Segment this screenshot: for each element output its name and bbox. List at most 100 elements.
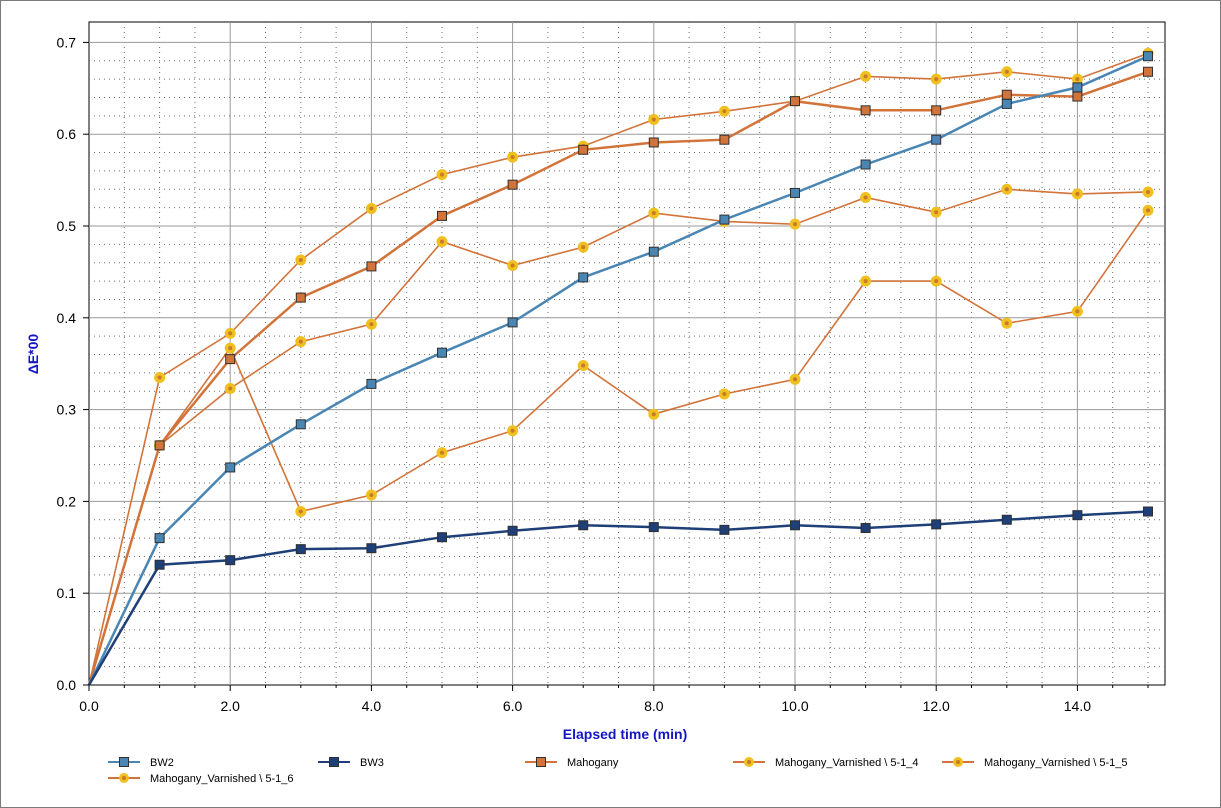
plot-area (88, 21, 1166, 686)
data-point-center (228, 386, 233, 391)
series-line (88, 52, 1149, 686)
data-point (295, 292, 306, 303)
data-point-center (581, 363, 586, 368)
series-5 (88, 204, 1154, 686)
x-tick-label: 12.0 (923, 698, 950, 714)
data-point-center (298, 339, 303, 344)
data-point-center (369, 322, 374, 327)
data-point (1072, 91, 1083, 102)
x-tick-label: 6.0 (503, 698, 523, 714)
series-3 (88, 47, 1154, 686)
legend-marker-center (956, 760, 960, 764)
legend-marker (119, 757, 129, 767)
legend-label: Mahogany (567, 757, 619, 769)
data-point (507, 179, 518, 190)
data-point (366, 261, 377, 272)
data-point-center (863, 74, 868, 79)
data-point (1143, 506, 1153, 517)
data-point (860, 523, 871, 534)
data-point (295, 419, 306, 430)
data-point (154, 440, 165, 451)
data-point-center (722, 109, 727, 114)
minor-grid (89, 22, 1165, 685)
data-point-center (298, 257, 303, 262)
legend-label: BW3 (360, 757, 384, 769)
data-point (507, 317, 518, 328)
data-point-center (1004, 187, 1009, 192)
data-point-center (1004, 69, 1009, 74)
x-tick-label: 0.0 (79, 698, 99, 714)
data-point-center (1004, 321, 1009, 326)
legend-label: BW2 (150, 757, 174, 769)
y-tick-label: 0.7 (57, 34, 77, 50)
data-point (719, 134, 730, 145)
y-tick-label: 0.3 (57, 402, 77, 418)
legend-marker-center (122, 776, 126, 780)
x-axis-ticks: 0.0 2.0 4.0 6.0 8.0 10.0 12.0 14.0 (79, 685, 1149, 714)
data-point (648, 522, 659, 533)
x-tick-label: 14.0 (1064, 698, 1091, 714)
data-point (225, 555, 236, 566)
data-point (1072, 510, 1083, 521)
legend-label: Mahogany_Varnished \ 5-1_5 (984, 757, 1128, 769)
y-tick-label: 0.4 (57, 310, 77, 326)
data-point (719, 214, 730, 225)
legend-item-0: BW2 (108, 757, 174, 769)
y-tick-label: 0.1 (57, 585, 77, 601)
series-line (88, 188, 1149, 686)
data-point (578, 144, 589, 155)
y-tick-label: 0.0 (57, 677, 77, 693)
y-tick-label: 0.6 (57, 126, 77, 142)
data-point (578, 520, 589, 531)
data-point (931, 134, 942, 145)
data-point (931, 519, 942, 530)
data-point-center (793, 377, 797, 382)
x-tick-label: 2.0 (220, 698, 240, 714)
data-point (437, 532, 447, 543)
data-point-center (934, 77, 939, 82)
data-point-center (510, 155, 515, 160)
data-point (1001, 514, 1012, 525)
data-point (648, 246, 659, 257)
series-line (87, 55, 1149, 686)
series-2 (87, 66, 1153, 686)
data-point (1143, 66, 1153, 77)
data-point-center (157, 375, 162, 380)
data-point-center (440, 239, 444, 244)
data-point (225, 354, 236, 365)
x-tick-label: 10.0 (781, 698, 808, 714)
data-point (507, 525, 518, 536)
data-point-center (722, 391, 727, 396)
legend-marker (536, 757, 546, 767)
y-axis-ticks: 0.0 0.1 0.2 0.3 0.4 0.5 0.6 0.7 (57, 34, 89, 693)
legend-item-1: BW3 (318, 757, 384, 769)
data-point (719, 524, 730, 535)
data-point-center (581, 245, 586, 250)
legend-label: Mahogany_Varnished \ 5-1_6 (150, 773, 294, 785)
legend-item-5: Mahogany_Varnished \ 5-1_6 (108, 773, 294, 785)
data-point-center (1146, 190, 1150, 195)
series-line (88, 209, 1149, 686)
data-point-center (369, 206, 374, 211)
legend-item-4: Mahogany_Varnished \ 5-1_5 (942, 757, 1128, 769)
data-point-center (228, 331, 233, 336)
data-point-center (934, 279, 939, 284)
data-point-center (228, 346, 233, 351)
data-point (860, 159, 871, 170)
data-point-center (863, 195, 868, 200)
data-point-center (651, 211, 656, 216)
data-point (437, 347, 447, 358)
data-point-center (298, 509, 303, 514)
y-tick-label: 0.2 (57, 493, 77, 509)
series-layer (87, 47, 1154, 686)
data-point-center (510, 263, 515, 268)
x-tick-label: 8.0 (644, 698, 664, 714)
data-point-center (651, 117, 656, 122)
y-tick-label: 0.5 (57, 218, 77, 234)
legend-item-3: Mahogany_Varnished \ 5-1_4 (733, 757, 919, 769)
data-point (790, 520, 800, 531)
series-line (87, 510, 1149, 686)
data-point (790, 187, 800, 198)
series-1 (87, 506, 1153, 686)
